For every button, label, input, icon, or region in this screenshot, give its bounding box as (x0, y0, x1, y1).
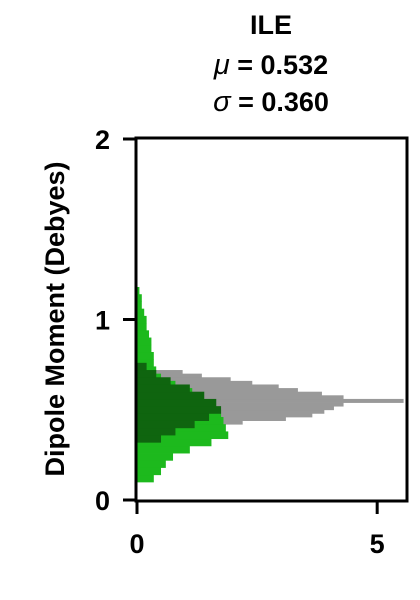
mu-value: = 0.532 (230, 50, 328, 80)
sigma-symbol: σ (213, 86, 232, 118)
histogram-bar (137, 420, 195, 429)
histogram-bar (137, 406, 222, 414)
histogram-series-dark-green (137, 362, 222, 443)
y-tick-label: 0 (95, 486, 110, 516)
sigma-value: = 0.360 (231, 87, 329, 117)
histogram-bar (137, 406, 334, 411)
histogram-bar (137, 413, 313, 418)
histogram-bar (137, 315, 147, 324)
histogram-bar (137, 388, 298, 393)
y-tick-label: 1 (95, 306, 110, 336)
histogram-bar (137, 427, 176, 436)
histogram-bar (137, 460, 166, 468)
histogram-bar (137, 445, 190, 454)
histogram-bar (137, 373, 202, 378)
histogram-bar (137, 431, 229, 440)
histogram-bar (137, 370, 157, 378)
histogram-bar (137, 337, 152, 346)
histogram-bar (137, 395, 344, 400)
histogram-bar (137, 384, 279, 389)
histogram-bar (137, 474, 154, 483)
x-tick-label: 5 (370, 529, 385, 559)
histogram-bar (137, 362, 147, 371)
histogram-bar (137, 377, 231, 382)
histogram-bar (137, 384, 190, 393)
histogram-bar (137, 438, 212, 447)
histogram-bar (137, 413, 210, 421)
histogram-bars (137, 287, 404, 483)
histogram-bar (137, 287, 140, 295)
histogram-bar (137, 402, 344, 407)
histogram-bar (137, 391, 205, 400)
histogram-bar (137, 398, 404, 403)
histogram-bar (137, 344, 152, 353)
chart-title-sigma: σ = 0.360 (213, 86, 329, 118)
y-axis-label: Dipole Moment (Debyes) (40, 161, 70, 476)
histogram-bar (137, 453, 174, 461)
chart-title-mu: μ = 0.532 (213, 49, 328, 81)
histogram-bar (137, 409, 325, 414)
y-tick-label: 2 (95, 125, 110, 155)
axis-ticks: 0 1 2 0 5 (95, 125, 385, 559)
histogram-bar (137, 323, 147, 331)
histogram-bar (137, 301, 142, 310)
histogram-bar (137, 380, 253, 385)
chart-title-name: ILE (250, 10, 292, 40)
mu-symbol: μ (213, 49, 230, 81)
histogram-bar (137, 351, 154, 360)
histogram-bar (137, 308, 145, 317)
histogram-bar (137, 435, 162, 443)
histogram-bar (137, 391, 322, 396)
x-tick-label: 0 (129, 529, 144, 559)
histogram-bar (137, 377, 171, 385)
histogram-bar (137, 294, 142, 302)
histogram-bar (137, 330, 150, 338)
histogram-bar (137, 467, 162, 476)
histogram-bar (137, 398, 217, 407)
histogram-bar (137, 370, 183, 375)
